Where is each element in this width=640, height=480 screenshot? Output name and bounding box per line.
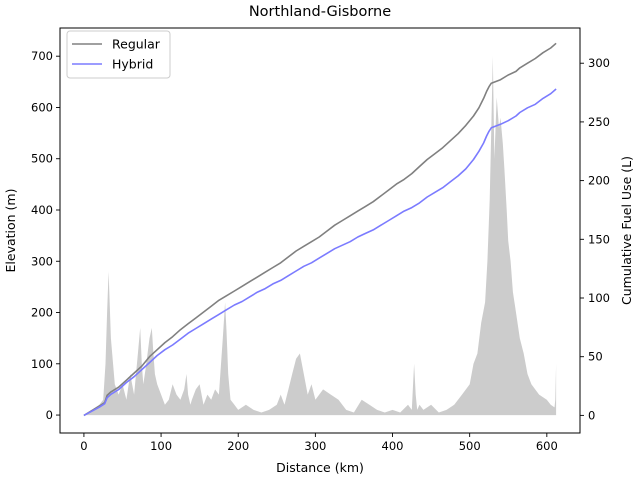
plot-area [83,42,557,417]
legend: Regular Hybrid [66,30,171,79]
y-axis-label-right: Cumulative Fuel Use (L) [619,156,634,305]
y-tick-label-right: 250 [588,115,610,129]
x-tick-label: 200 [227,439,249,453]
y-tick-label-left: 0 [46,408,53,422]
y-tick-label-left: 200 [31,306,53,320]
x-tick-label: 400 [382,439,404,453]
axis-ticks: 0 100 200 300 400 500 600010020030040050060070… [31,49,610,453]
y-tick-label-left: 100 [31,357,53,371]
y-tick-label-left: 700 [31,49,53,63]
y-tick-label-right: 200 [588,174,610,188]
y-tick-label-right: 0 [588,408,595,422]
y-tick-label-right: 50 [588,350,603,364]
y-tick-label-right: 150 [588,232,610,246]
series-line-hybrid [83,88,557,417]
x-tick-label: 0 [80,439,87,453]
x-tick-label: 100 [150,439,172,453]
plot-frame [59,27,581,434]
x-tick-label: 300 [304,439,326,453]
y-tick-label-left: 500 [31,152,53,166]
legend-label-hybrid: Hybrid [112,57,153,72]
chart-title: Northland-Gisborne [249,4,391,20]
y-tick-label-left: 600 [31,100,53,114]
y-tick-label-right: 300 [588,56,610,70]
x-tick-label: 500 [459,439,481,453]
series-line-regular [83,42,557,417]
y-tick-label-left: 400 [31,203,53,217]
legend-label-regular: Regular [112,37,161,52]
y-tick-label-right: 100 [588,291,610,305]
x-axis-label: Distance (km) [276,460,364,475]
y-axis-label-left: Elevation (m) [3,189,18,273]
x-tick-label: 600 [536,439,558,453]
y-tick-label-left: 300 [31,254,53,268]
legend-box [66,30,171,79]
